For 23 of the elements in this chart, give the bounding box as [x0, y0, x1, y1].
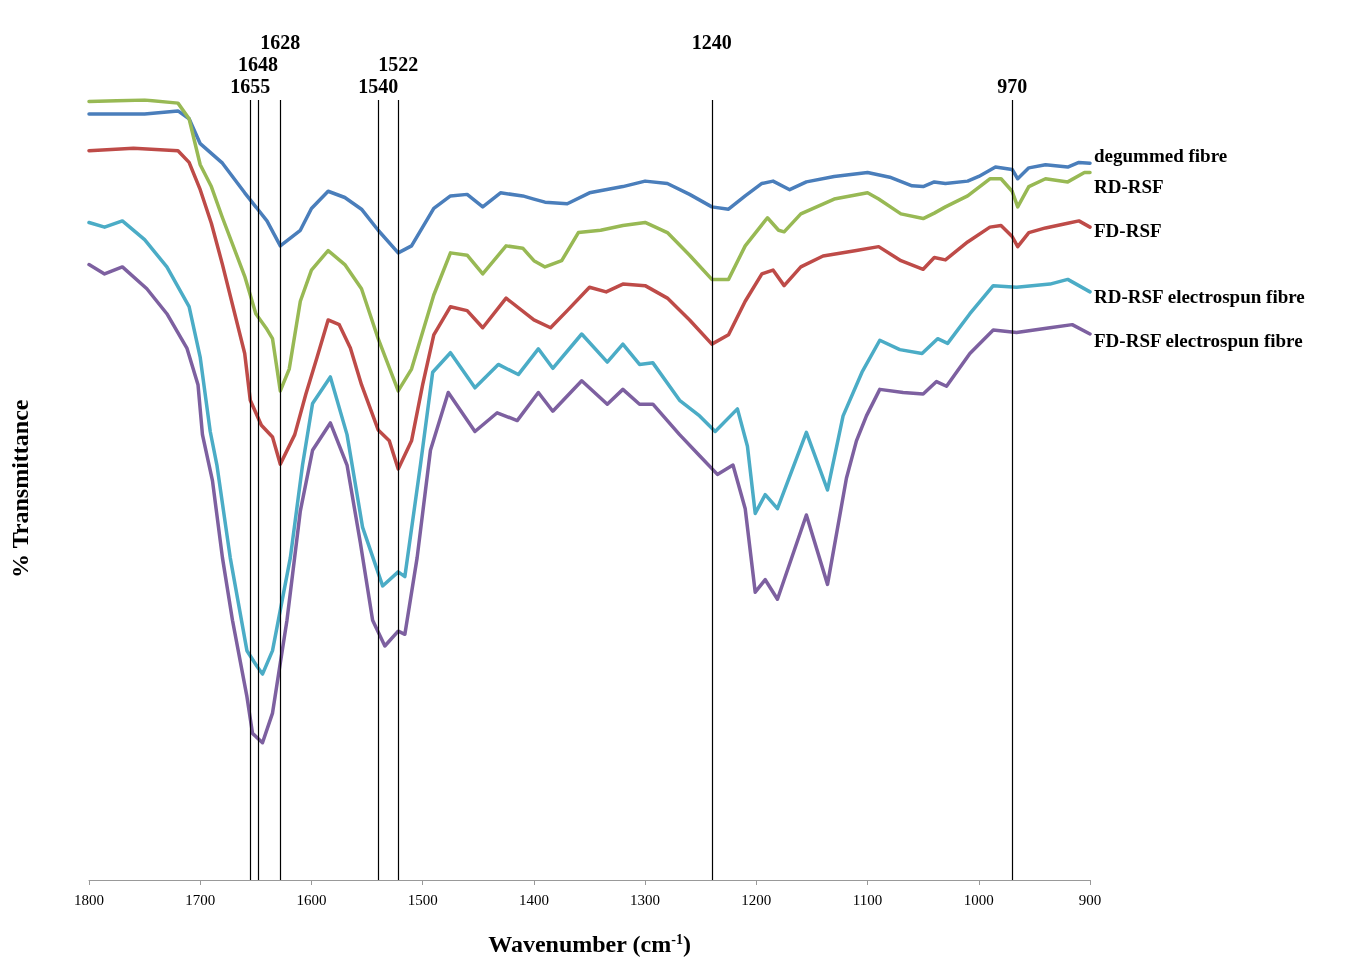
ref-line-label: 1540: [358, 75, 399, 97]
x-tick-label: 900: [1078, 891, 1102, 908]
series-label: FD-RSF: [1094, 219, 1162, 241]
series-label: RD-RSF electrospun fibre: [1094, 286, 1305, 308]
ref-line-label: 1240: [691, 31, 732, 53]
ref-line-label: 970: [997, 75, 1028, 97]
x-tick-label: 1100: [852, 891, 883, 908]
ref-line-label: 1522: [378, 53, 419, 75]
series-label: RD-RSF: [1094, 176, 1164, 198]
x-tick-label: 1500: [407, 891, 438, 908]
x-tick-label: 1000: [963, 891, 994, 908]
x-tick-label: 1700: [185, 891, 216, 908]
ref-line-label: 1628: [260, 31, 301, 53]
series-label: degummed fibre: [1094, 144, 1228, 166]
x-tick-label: 1300: [630, 891, 661, 908]
x-tick-label: 1600: [296, 891, 327, 908]
ref-line-label: 1655: [230, 75, 271, 97]
y-axis-title: % Transmittance: [7, 399, 33, 578]
x-tick-label: 1800: [74, 891, 104, 908]
series-label: FD-RSF electrospun fibre: [1094, 329, 1303, 351]
ref-line-label: 1648: [238, 53, 279, 75]
x-tick-label: 1200: [741, 891, 772, 908]
x-tick-label: 1400: [518, 891, 549, 908]
